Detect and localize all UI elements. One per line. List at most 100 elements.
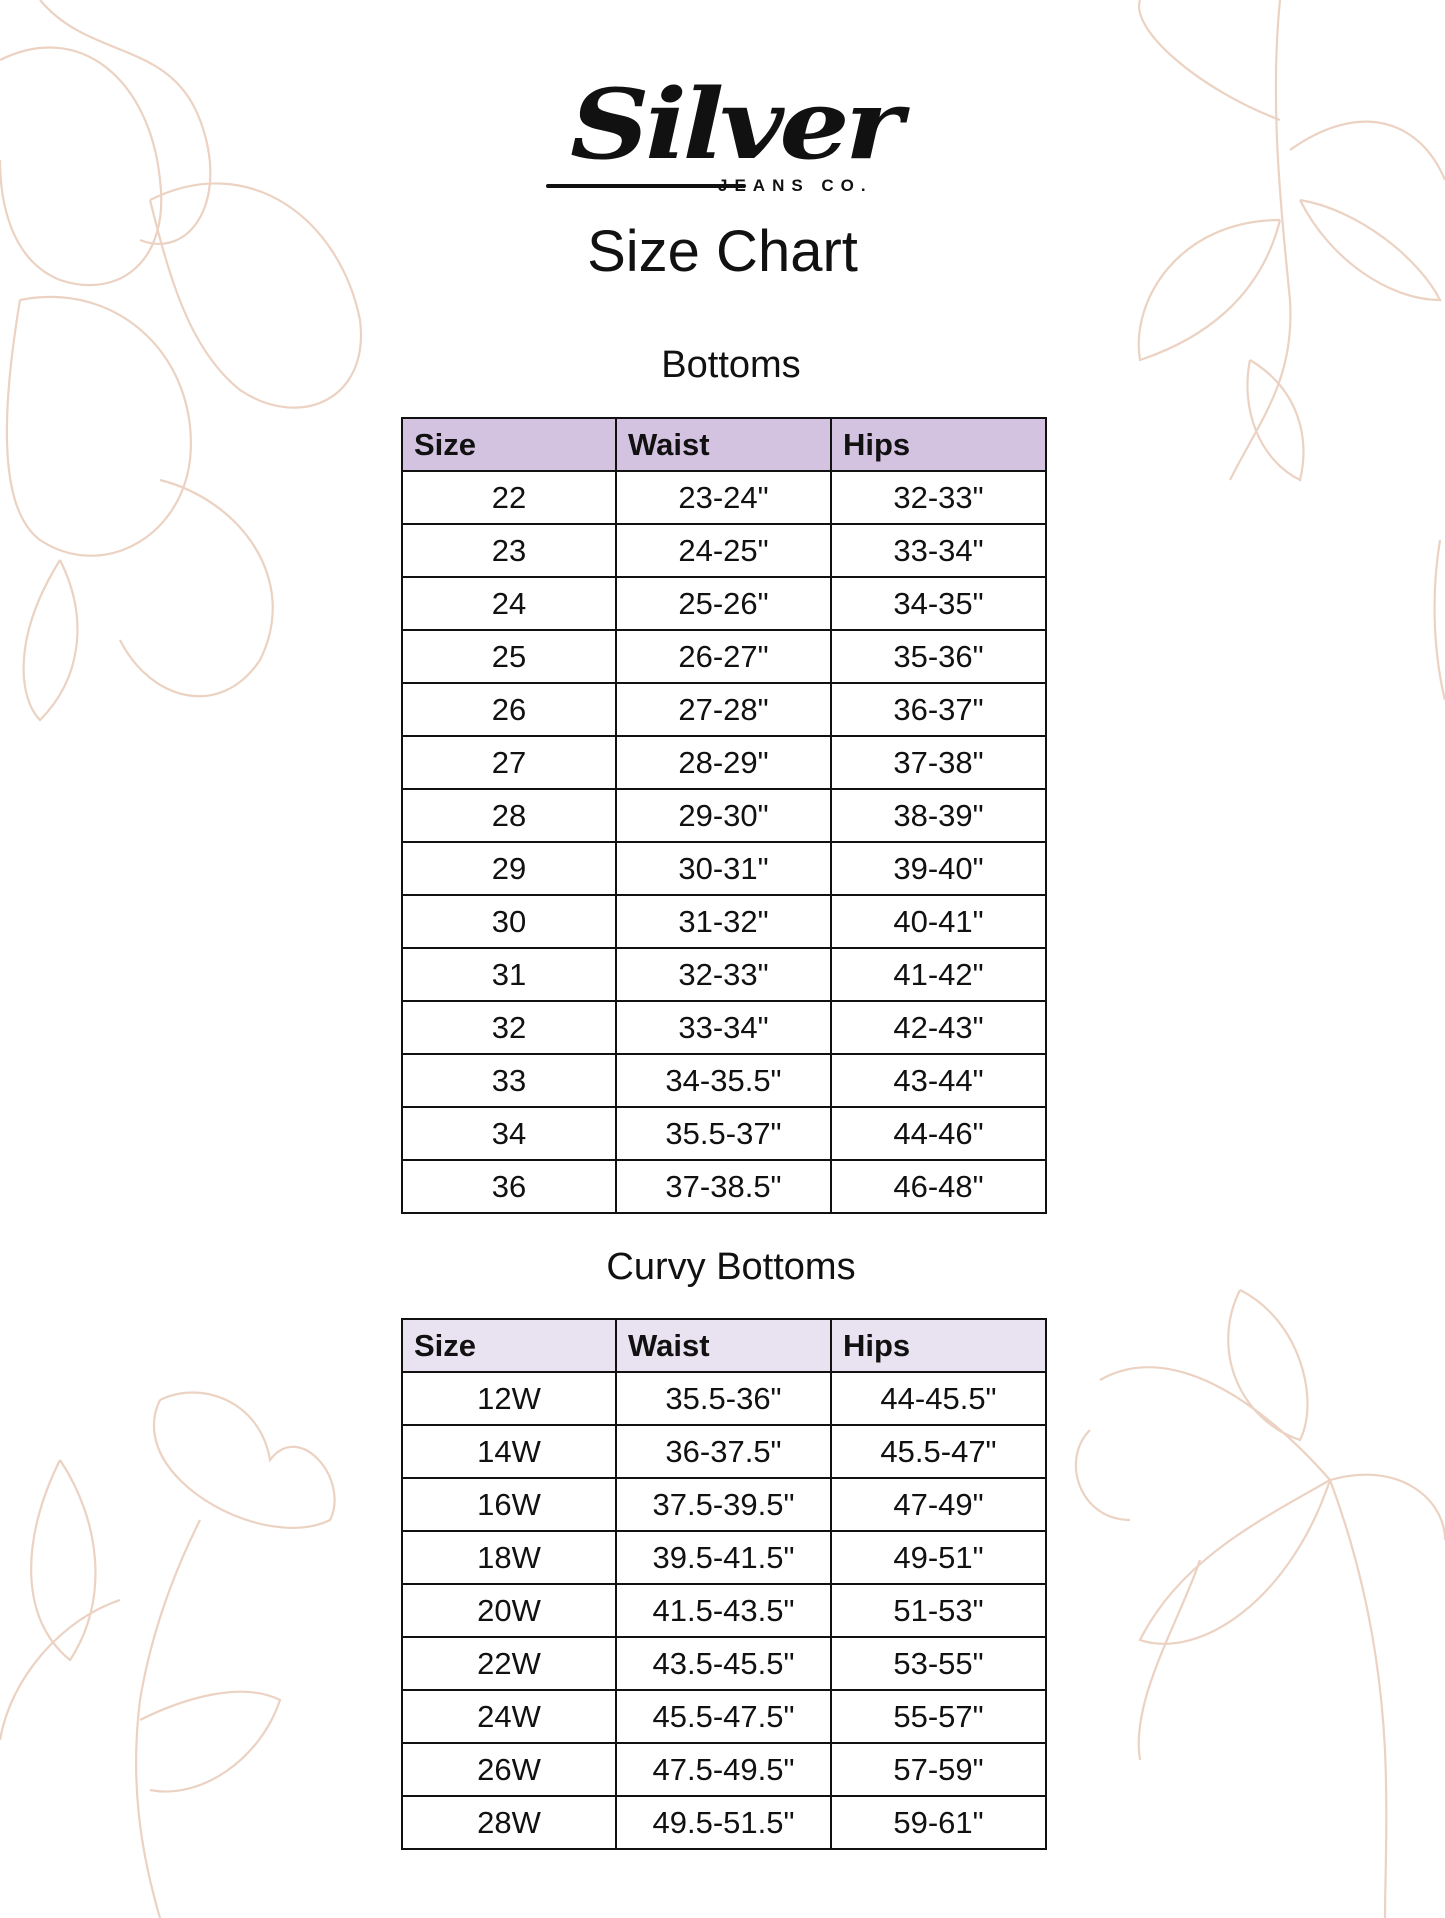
size-cell: 24	[401, 576, 617, 631]
size-cell: 27	[401, 735, 617, 790]
table-row: 22 23-24" 32-33"	[401, 470, 1047, 525]
hips-cell: 33-34"	[830, 523, 1047, 578]
size-cell: 16W	[401, 1477, 617, 1532]
waist-cell: 27-28"	[615, 682, 832, 737]
size-cell: 36	[401, 1159, 617, 1214]
waist-cell: 37-38.5"	[615, 1159, 832, 1214]
hips-cell: 55-57"	[830, 1689, 1047, 1744]
hips-cell: 44-45.5"	[830, 1371, 1047, 1426]
waist-cell: 35.5-36"	[615, 1371, 832, 1426]
hips-cell: 38-39"	[830, 788, 1047, 843]
hips-cell: 44-46"	[830, 1106, 1047, 1161]
size-cell: 32	[401, 1000, 617, 1055]
hips-cell: 35-36"	[830, 629, 1047, 684]
size-cell: 29	[401, 841, 617, 896]
hips-cell: 49-51"	[830, 1530, 1047, 1585]
size-cell: 33	[401, 1053, 617, 1108]
size-cell: 23	[401, 523, 617, 578]
hips-cell: 59-61"	[830, 1795, 1047, 1850]
hips-cell: 36-37"	[830, 682, 1047, 737]
waist-cell: 41.5-43.5"	[615, 1583, 832, 1638]
logo-subtext: JEANS CO.	[718, 176, 873, 195]
table-row: 28 29-30" 38-39"	[401, 788, 1047, 843]
hips-cell: 53-55"	[830, 1636, 1047, 1691]
table-row: 12W 35.5-36" 44-45.5"	[401, 1371, 1047, 1426]
size-cell: 28	[401, 788, 617, 843]
table-row: 16W 37.5-39.5" 47-49"	[401, 1477, 1047, 1532]
waist-cell: 23-24"	[615, 470, 832, 525]
column-header-size: Size	[401, 1318, 617, 1373]
hips-cell: 40-41"	[830, 894, 1047, 949]
table-row: 27 28-29" 37-38"	[401, 735, 1047, 790]
table-row: 24W 45.5-47.5" 55-57"	[401, 1689, 1047, 1744]
table-row: 22W 43.5-45.5" 53-55"	[401, 1636, 1047, 1691]
table-row: 25 26-27" 35-36"	[401, 629, 1047, 684]
waist-cell: 33-34"	[615, 1000, 832, 1055]
waist-cell: 24-25"	[615, 523, 832, 578]
size-cell: 26	[401, 682, 617, 737]
silver-jeans-logo: Silver JEANS CO.	[540, 68, 910, 198]
table-header-row: Size Waist Hips	[401, 417, 1047, 472]
hips-cell: 39-40"	[830, 841, 1047, 896]
size-cell: 22	[401, 470, 617, 525]
waist-cell: 32-33"	[615, 947, 832, 1002]
table-row: 20W 41.5-43.5" 51-53"	[401, 1583, 1047, 1638]
waist-cell: 49.5-51.5"	[615, 1795, 832, 1850]
column-header-hips: Hips	[830, 417, 1047, 472]
hips-cell: 51-53"	[830, 1583, 1047, 1638]
waist-cell: 36-37.5"	[615, 1424, 832, 1479]
table-row: 36 37-38.5" 46-48"	[401, 1159, 1047, 1214]
bottoms-size-table: Size Waist Hips 22 23-24" 32-33" 23 24-25" 33…	[401, 417, 1047, 1214]
table-row: 30 31-32" 40-41"	[401, 894, 1047, 949]
table-row: 28W 49.5-51.5" 59-61"	[401, 1795, 1047, 1850]
size-cell: 31	[401, 947, 617, 1002]
curvy-bottoms-size-table: Size Waist Hips 12W 35.5-36" 44-45.5" 14W 36…	[401, 1318, 1047, 1850]
size-cell: 18W	[401, 1530, 617, 1585]
table-row: 32 33-34" 42-43"	[401, 1000, 1047, 1055]
logo-swoosh	[546, 184, 746, 188]
column-header-hips: Hips	[830, 1318, 1047, 1373]
table-row: 14W 36-37.5" 45.5-47"	[401, 1424, 1047, 1479]
table-row: 26 27-28" 36-37"	[401, 682, 1047, 737]
column-header-size: Size	[401, 417, 617, 472]
waist-cell: 28-29"	[615, 735, 832, 790]
size-cell: 14W	[401, 1424, 617, 1479]
column-header-waist: Waist	[615, 417, 832, 472]
waist-cell: 39.5-41.5"	[615, 1530, 832, 1585]
table-row: 34 35.5-37" 44-46"	[401, 1106, 1047, 1161]
hips-cell: 47-49"	[830, 1477, 1047, 1532]
waist-cell: 31-32"	[615, 894, 832, 949]
size-cell: 25	[401, 629, 617, 684]
hips-cell: 34-35"	[830, 576, 1047, 631]
hips-cell: 43-44"	[830, 1053, 1047, 1108]
table-row: 29 30-31" 39-40"	[401, 841, 1047, 896]
table-row: 33 34-35.5" 43-44"	[401, 1053, 1047, 1108]
size-cell: 20W	[401, 1583, 617, 1638]
waist-cell: 47.5-49.5"	[615, 1742, 832, 1797]
logo-script-text: Silver	[570, 68, 903, 181]
table-row: 18W 39.5-41.5" 49-51"	[401, 1530, 1047, 1585]
size-cell: 30	[401, 894, 617, 949]
waist-cell: 29-30"	[615, 788, 832, 843]
size-cell: 12W	[401, 1371, 617, 1426]
waist-cell: 45.5-47.5"	[615, 1689, 832, 1744]
waist-cell: 30-31"	[615, 841, 832, 896]
page-title: Size Chart	[587, 219, 858, 284]
waist-cell: 43.5-45.5"	[615, 1636, 832, 1691]
waist-cell: 26-27"	[615, 629, 832, 684]
hips-cell: 45.5-47"	[830, 1424, 1047, 1479]
hips-cell: 37-38"	[830, 735, 1047, 790]
hips-cell: 46-48"	[830, 1159, 1047, 1214]
size-cell: 22W	[401, 1636, 617, 1691]
table-row: 23 24-25" 33-34"	[401, 523, 1047, 578]
table-header-row: Size Waist Hips	[401, 1318, 1047, 1373]
waist-cell: 37.5-39.5"	[615, 1477, 832, 1532]
table-row: 31 32-33" 41-42"	[401, 947, 1047, 1002]
table-row: 26W 47.5-49.5" 57-59"	[401, 1742, 1047, 1797]
waist-cell: 25-26"	[615, 576, 832, 631]
size-cell: 26W	[401, 1742, 617, 1797]
hips-cell: 41-42"	[830, 947, 1047, 1002]
bottoms-heading: Bottoms	[661, 344, 801, 386]
column-header-waist: Waist	[615, 1318, 832, 1373]
size-cell: 28W	[401, 1795, 617, 1850]
